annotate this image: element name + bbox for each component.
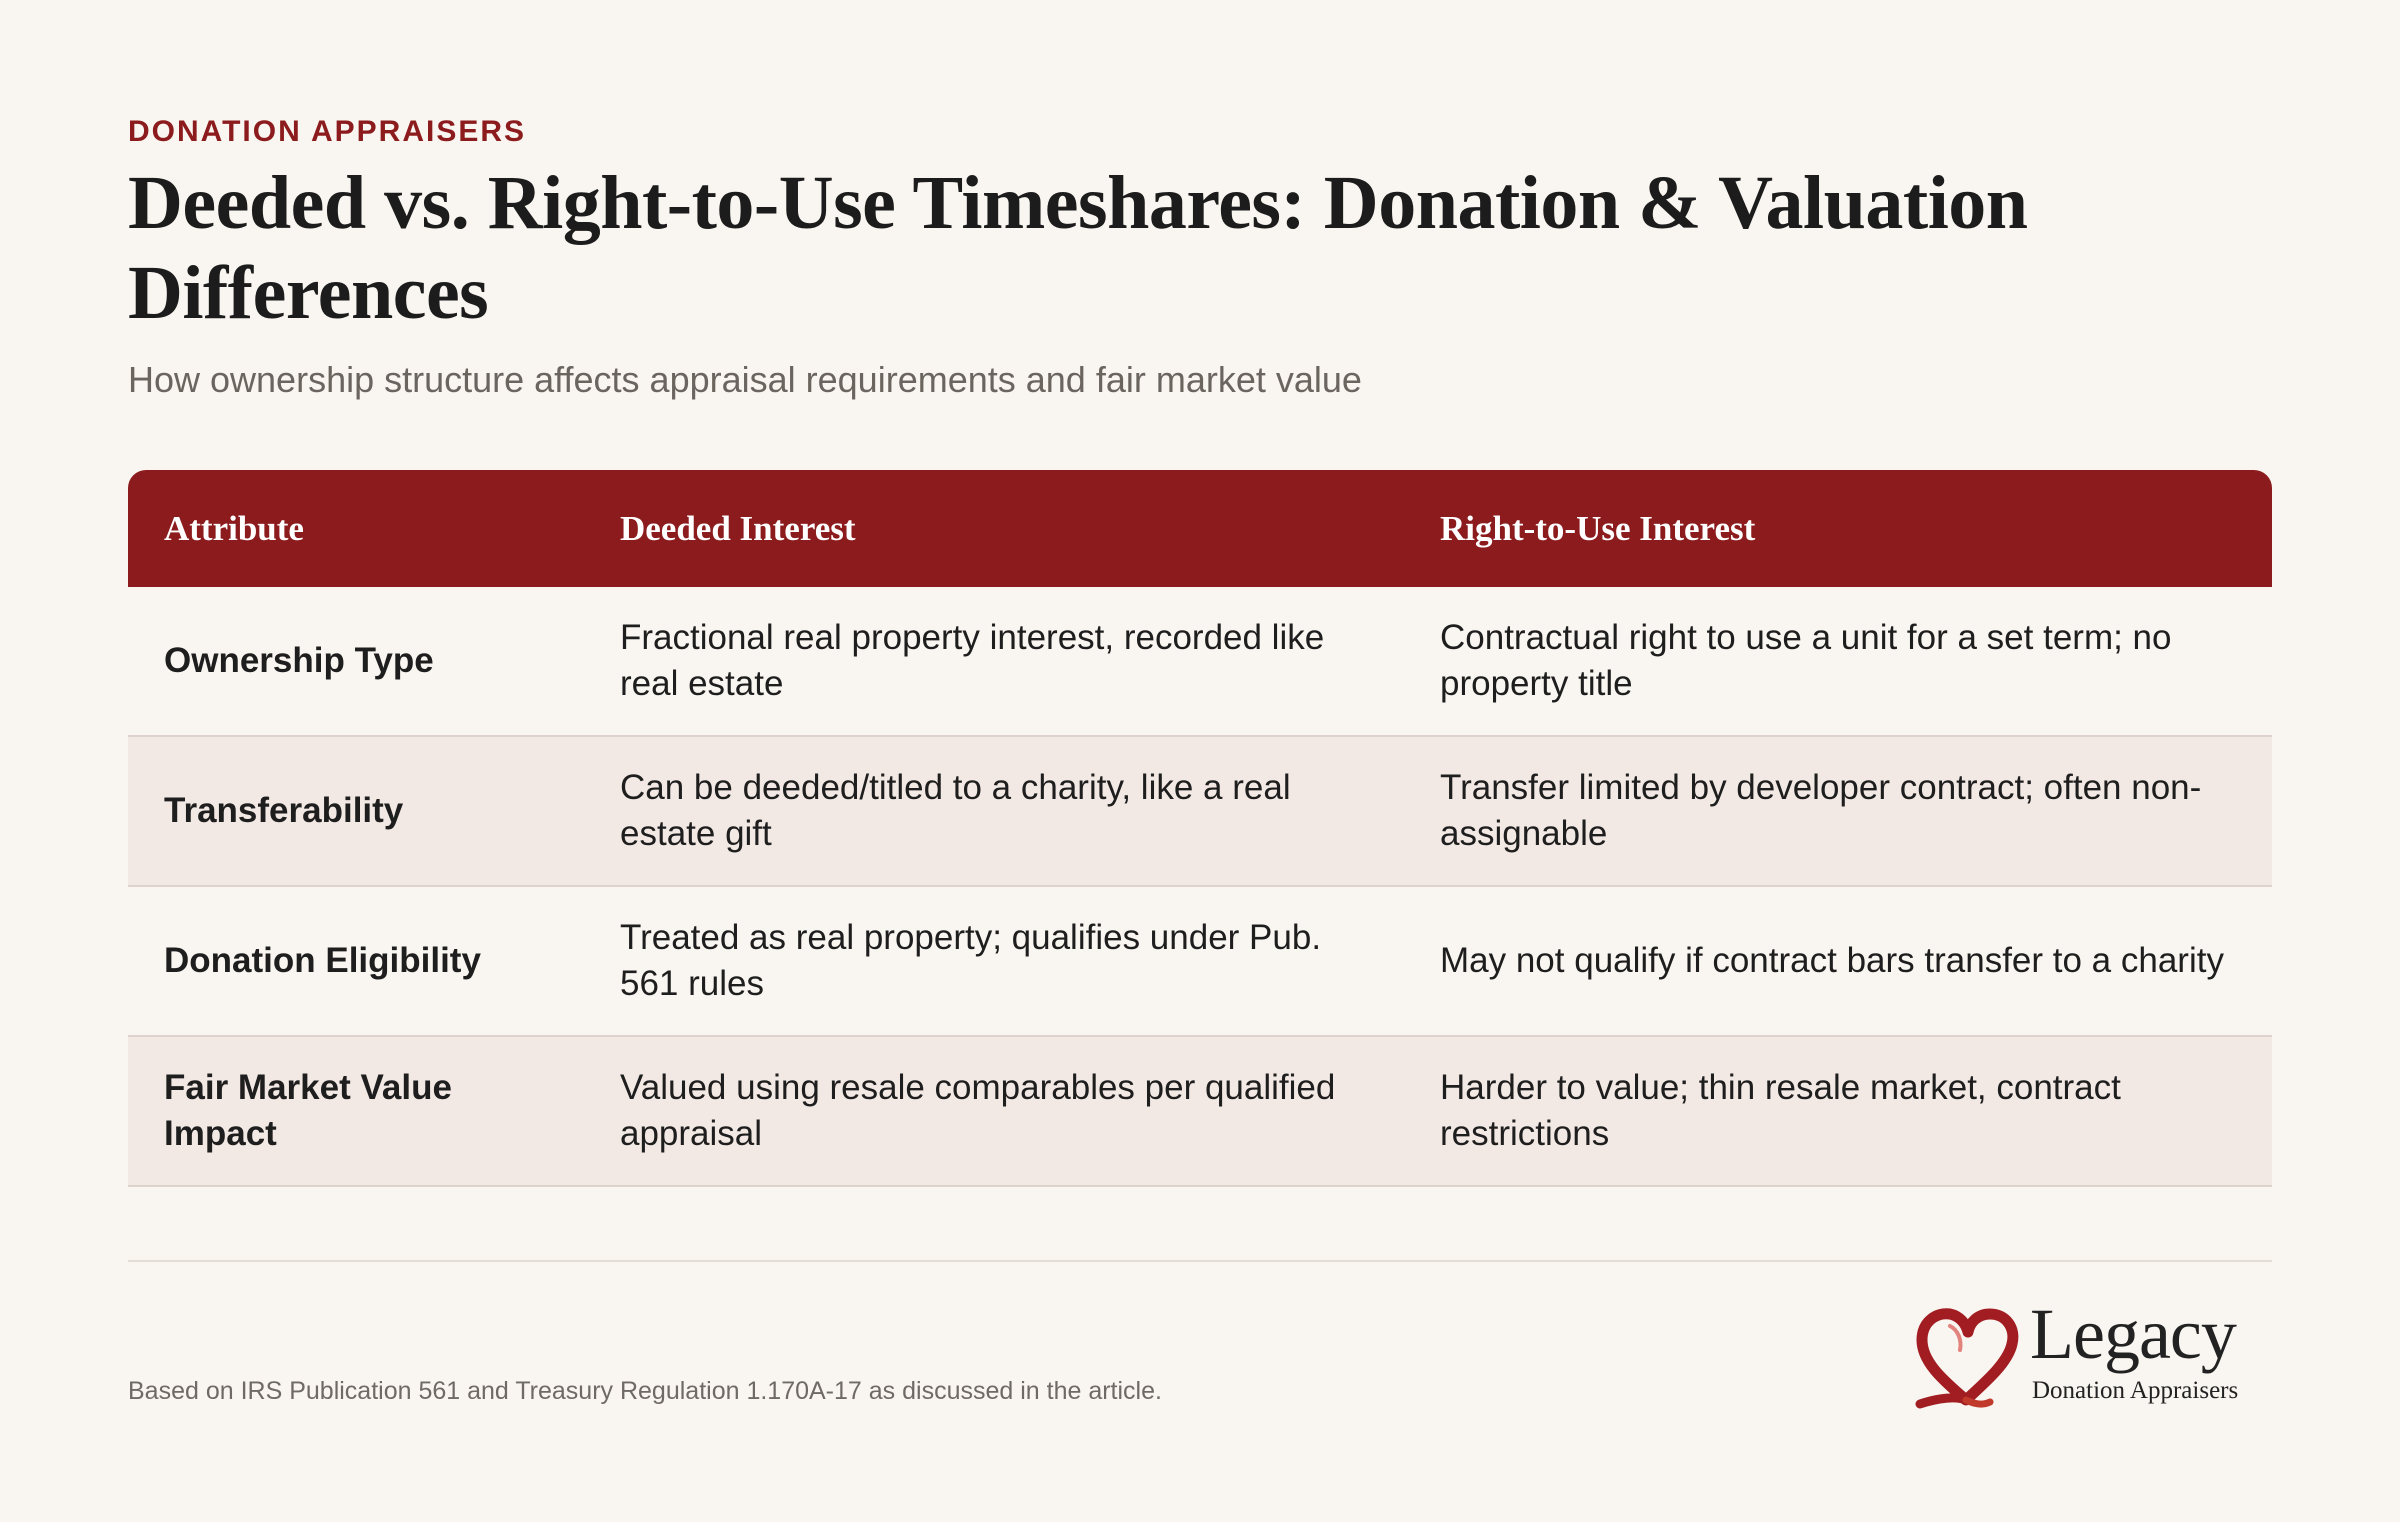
page-subtitle: How ownership structure affects appraisa…: [128, 359, 1362, 400]
eyebrow-label: DONATION APPRAISERS: [128, 115, 527, 148]
page-title: Deeded vs. Right-to-Use Timeshares: Dona…: [128, 161, 2028, 335]
table-row: Donation Eligibility Treated as real pro…: [128, 887, 2272, 1037]
row-deeded-cell: Treated as real property; qualifies unde…: [584, 887, 1404, 1037]
column-header-attribute: Attribute: [128, 470, 584, 587]
row-attribute: Ownership Type: [128, 587, 584, 737]
table-header-row: Attribute Deeded Interest Right-to-Use I…: [128, 470, 2272, 587]
comparison-table: Attribute Deeded Interest Right-to-Use I…: [128, 470, 2272, 1187]
row-attribute: Donation Eligibility: [128, 887, 584, 1037]
table-row: Transferability Can be deeded/titled to …: [128, 737, 2272, 887]
row-deeded-cell: Can be deeded/titled to a charity, like …: [584, 737, 1404, 887]
heart-ribbon-icon: [1915, 1308, 2019, 1409]
logo-tagline: Donation Appraisers: [2032, 1377, 2239, 1404]
row-rtu-cell: Contractual right to use a unit for a se…: [1404, 587, 2272, 737]
row-attribute: Fair Market Value Impact: [128, 1037, 584, 1187]
source-footnote: Based on IRS Publication 561 and Treasur…: [128, 1377, 1162, 1405]
header: DONATION APPRAISERS Deeded vs. Right-to-…: [128, 112, 2272, 404]
row-rtu-cell: May not qualify if contract bars transfe…: [1404, 887, 2272, 1037]
row-attribute: Transferability: [128, 737, 584, 887]
row-rtu-cell: Harder to value; thin resale market, con…: [1404, 1037, 2272, 1187]
column-header-deeded: Deeded Interest: [584, 470, 1404, 587]
table-row: Fair Market Value Impact Valued using re…: [128, 1037, 2272, 1187]
column-header-right-to-use: Right-to-Use Interest: [1404, 470, 2272, 587]
footer-divider: [128, 1260, 2272, 1262]
logo-wordmark: Legacy: [2030, 1294, 2237, 1374]
row-deeded-cell: Valued using resale comparables per qual…: [584, 1037, 1404, 1187]
brand-logo: Legacy Donation Appraisers: [1908, 1294, 2278, 1410]
table-row: Ownership Type Fractional real property …: [128, 587, 2272, 737]
row-rtu-cell: Transfer limited by developer contract; …: [1404, 737, 2272, 887]
row-deeded-cell: Fractional real property interest, recor…: [584, 587, 1404, 737]
